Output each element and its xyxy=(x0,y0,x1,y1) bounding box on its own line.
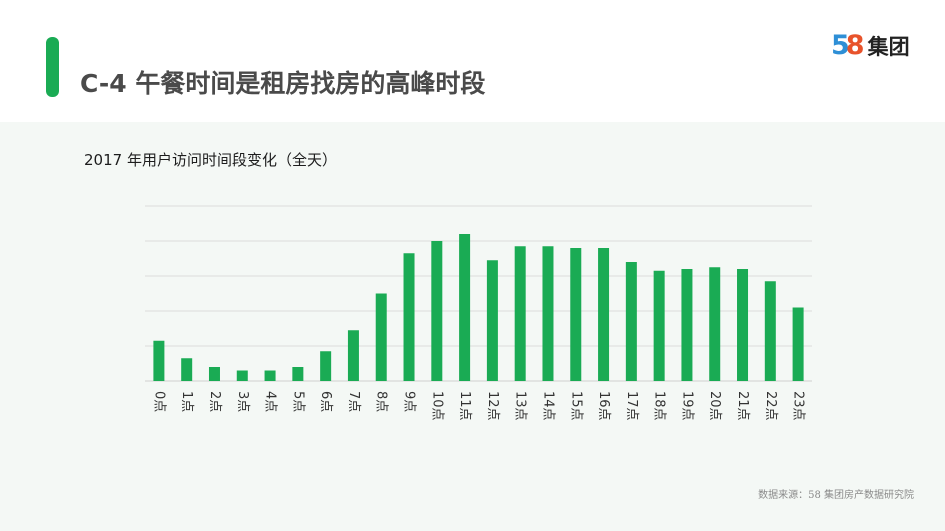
x-tick-label: 7点 xyxy=(346,391,361,412)
bar xyxy=(514,246,526,381)
logo-digit-5: 5 xyxy=(831,30,850,61)
bar xyxy=(292,367,304,381)
bar xyxy=(653,270,665,381)
bar xyxy=(486,260,498,381)
data-source-note: 数据来源：58 集团房产数据研究院 xyxy=(758,490,914,501)
x-tick-label: 19点 xyxy=(679,391,694,421)
bar xyxy=(764,281,776,381)
header: C-4 午餐时间是租房找房的高峰时段 58 集团 xyxy=(0,0,945,122)
bar xyxy=(208,367,220,381)
x-tick-label: 20点 xyxy=(707,391,722,421)
logo-digit-8: 8 xyxy=(845,30,865,61)
x-tick-label: 21点 xyxy=(735,391,750,421)
bar-series xyxy=(153,234,804,381)
x-tick-label: 14点 xyxy=(540,391,555,421)
x-tick-label: 16点 xyxy=(596,391,611,421)
x-tick-label: 13点 xyxy=(513,391,528,421)
bar xyxy=(403,253,415,381)
logo-text: 集团 xyxy=(867,35,910,59)
bar xyxy=(375,293,387,381)
brand-logo: 58 集团 xyxy=(831,30,910,61)
x-tick-label: 10点 xyxy=(429,391,444,421)
x-tick-label: 1点 xyxy=(179,391,194,412)
x-tick-label: 0点 xyxy=(151,391,166,412)
x-tick-label: 4点 xyxy=(263,391,278,412)
bar xyxy=(264,370,276,381)
x-tick-label: 23点 xyxy=(791,391,806,421)
x-tick-label: 18点 xyxy=(652,391,667,421)
bar xyxy=(542,246,554,381)
x-tick-label: 2点 xyxy=(207,391,222,412)
x-tick-label: 15点 xyxy=(568,391,583,421)
x-tick-label: 12点 xyxy=(485,391,500,421)
chart-panel xyxy=(0,122,945,531)
x-tick-label: 22点 xyxy=(763,391,778,421)
grid-lines xyxy=(145,205,812,382)
bar xyxy=(598,248,610,381)
bar xyxy=(431,241,443,381)
bar xyxy=(709,267,721,381)
x-tick-label: 5点 xyxy=(290,391,305,412)
bar xyxy=(737,269,749,381)
bar xyxy=(153,340,165,381)
x-axis-tick-labels: 0点 1点 2点 3点 4点 5点 6点 7点 8点 9点 10点 11点 12点 13点 14点 15点 16… xyxy=(151,391,805,421)
accent-bar xyxy=(46,37,59,97)
bar xyxy=(681,269,693,381)
bar xyxy=(236,370,248,381)
x-tick-label: 9点 xyxy=(402,391,417,412)
x-tick-label: 3点 xyxy=(235,391,250,412)
bar xyxy=(792,307,804,381)
bar xyxy=(459,234,471,381)
bar xyxy=(181,358,193,381)
x-tick-label: 6点 xyxy=(318,391,333,412)
bar xyxy=(570,248,582,381)
x-tick-label: 17点 xyxy=(624,391,639,421)
bar xyxy=(625,262,637,381)
x-tick-label: 11点 xyxy=(457,391,472,421)
page-title: C-4 午餐时间是租房找房的高峰时段 xyxy=(80,69,486,98)
bar xyxy=(320,351,332,381)
bar xyxy=(347,330,359,381)
chart-title: 2017 年用户访问时间段变化（全天） xyxy=(84,151,337,169)
x-tick-label: 8点 xyxy=(374,391,389,412)
